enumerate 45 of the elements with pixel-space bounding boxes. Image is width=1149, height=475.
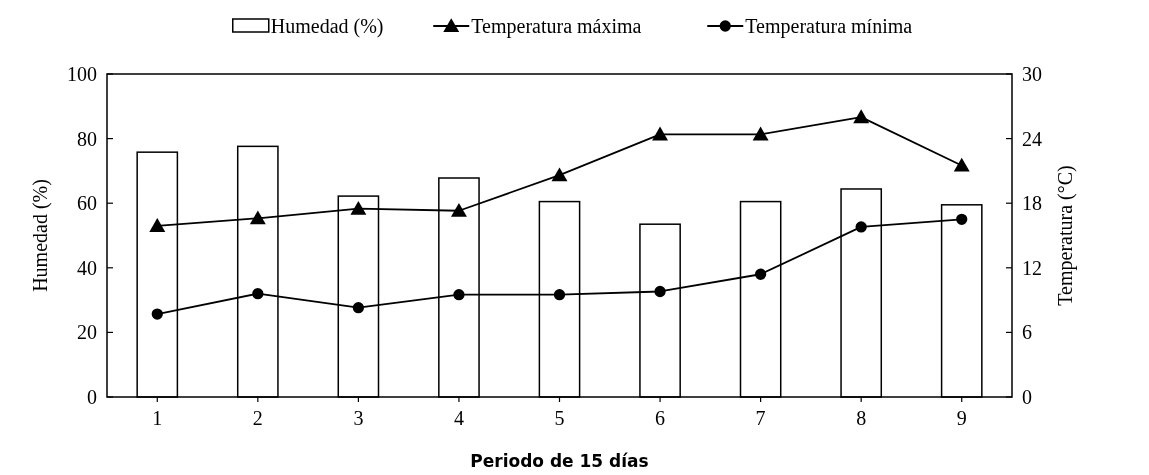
legend-label: Temperatura mínima: [745, 15, 913, 38]
y2-tick-label: 0: [1022, 386, 1032, 408]
point: [551, 167, 568, 182]
point: [855, 221, 867, 233]
point: [652, 126, 669, 141]
point: [450, 203, 467, 217]
y2-axis-title: Temperatura (°C): [1054, 165, 1077, 306]
y-tick-label: 20: [77, 321, 97, 344]
y2-tick-label: 30: [1022, 63, 1042, 85]
y-axis-title: Humedad (%): [29, 179, 52, 292]
y2-tick-label: 6: [1022, 321, 1032, 344]
legend-label: Humedad (%): [270, 15, 384, 38]
x-tick-label: 7: [755, 407, 766, 429]
point: [249, 210, 266, 225]
point: [151, 308, 163, 320]
y-tick-label: 100: [67, 63, 97, 85]
y2-tick-label: 18: [1022, 192, 1042, 215]
point: [553, 289, 566, 301]
point: [752, 126, 769, 141]
x-axis-title: Periodo de 15 días: [470, 451, 649, 471]
point: [149, 218, 166, 232]
x-tick-label: 3: [353, 407, 364, 429]
y2-tick-label: 24: [1022, 127, 1042, 150]
x-tick-label: 2: [252, 407, 263, 429]
x-tick-label: 6: [655, 407, 666, 429]
x-tick-label: 4: [453, 407, 464, 429]
y-tick-label: 60: [77, 192, 97, 215]
y2-tick-label: 12: [1022, 256, 1042, 279]
y-tick-label: 0: [87, 386, 97, 408]
point: [350, 200, 367, 215]
y-tick-label: 80: [77, 127, 97, 150]
point: [953, 157, 970, 172]
point: [956, 213, 968, 225]
x-tick-label: 9: [956, 407, 967, 429]
x-tick-label: 5: [554, 407, 565, 429]
x-tick-label: 8: [856, 407, 867, 429]
point: [654, 285, 666, 298]
legend-label: Temperatura máxima: [471, 15, 642, 38]
point: [754, 268, 767, 280]
point: [453, 289, 465, 301]
y-tick-label: 40: [77, 256, 97, 279]
point: [352, 302, 365, 314]
x-tick-label: 1: [152, 407, 163, 429]
point: [853, 109, 870, 124]
point: [252, 288, 264, 300]
